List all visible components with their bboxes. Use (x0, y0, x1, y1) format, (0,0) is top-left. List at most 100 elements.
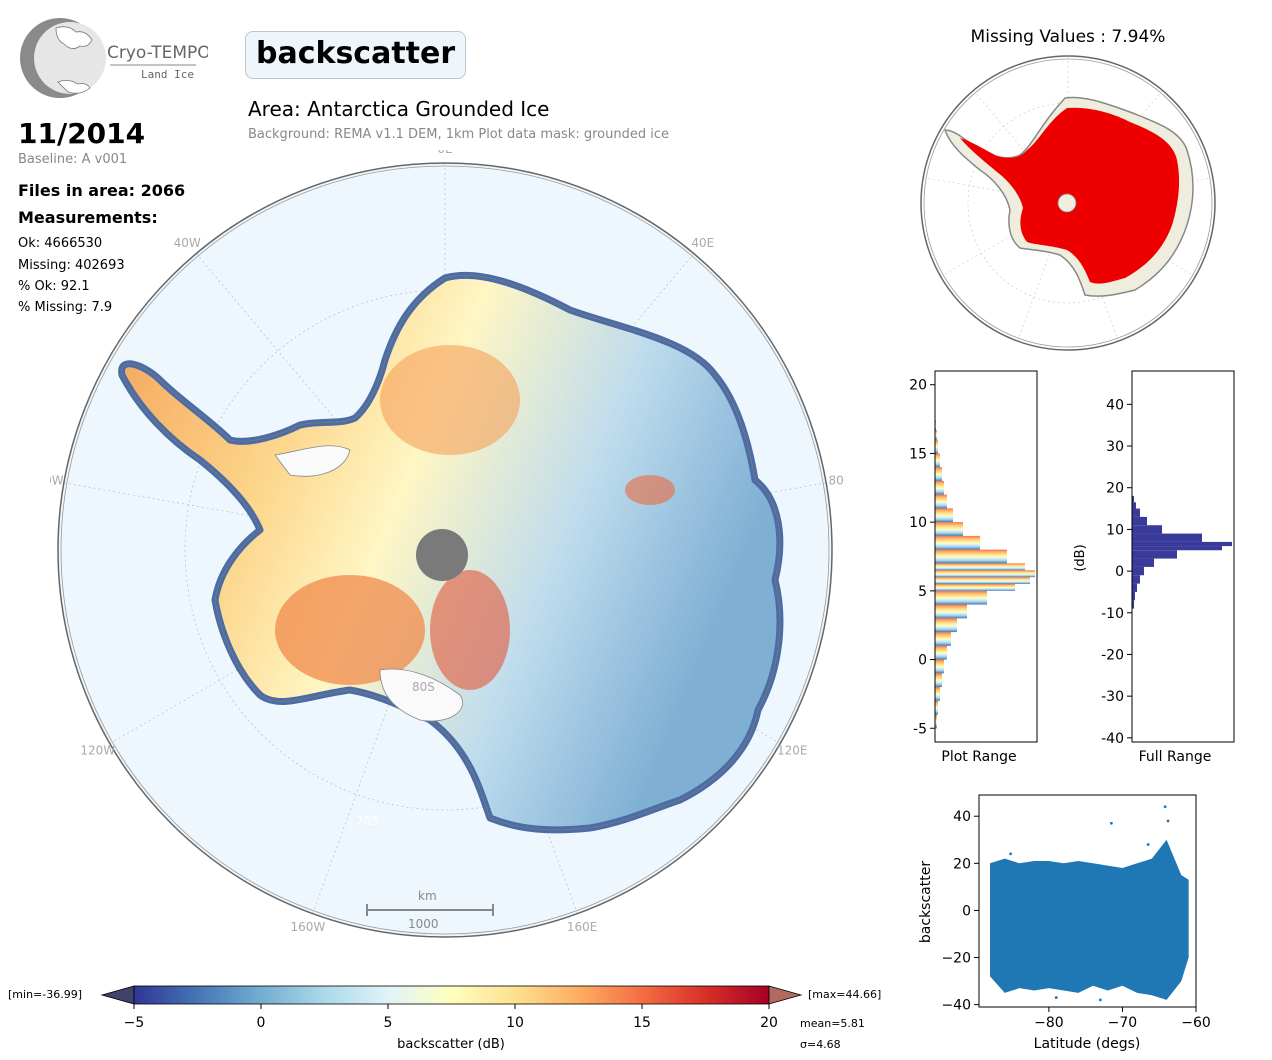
full-range-ylabel: (dB) (1073, 544, 1088, 571)
x-tick-label: −80 (1034, 1015, 1064, 1031)
scatter-point (1163, 805, 1167, 809)
full-range-label: Full Range (1139, 749, 1212, 765)
histogram-bar (935, 645, 947, 660)
lat-label-80s: 80S (412, 680, 435, 694)
y-tick-label: 5 (918, 584, 927, 600)
logo-text: Cryo-TEMPO (107, 43, 208, 63)
meridian-label: 40W (174, 236, 201, 250)
colorbar-min-extend (100, 985, 135, 1005)
histogram-bar (1132, 583, 1137, 592)
cryo-tempo-logo: Cryo-TEMPO Land Ice (20, 18, 208, 98)
colorbar-max-label: [max=44.66] (808, 988, 881, 1001)
histogram-bar (1132, 516, 1147, 526)
y-tick-label: 10 (909, 515, 927, 531)
y-tick-label: 0 (918, 653, 927, 669)
histogram-bar (935, 439, 938, 454)
histogram-bar (935, 659, 944, 674)
x-tick-label: −70 (1108, 1015, 1138, 1031)
pole-hole (416, 529, 468, 581)
histogram-bar (935, 700, 938, 715)
histogram-bar (935, 535, 980, 550)
meridian-label: 40E (691, 236, 714, 250)
histogram-bar (1132, 575, 1140, 584)
scatter-point (1054, 996, 1058, 999)
histogram-bar (935, 687, 940, 701)
y-tick-label: 20 (953, 856, 971, 872)
latitude-scatter-plot: −80 −70 −60 40 20 0 −20 −40 backscatter Latitud… (918, 794, 1211, 1052)
files-count: Files in area: 2066 (18, 181, 186, 200)
main-map: 0E 40E 80E 120E 160E 160W 120W 80W 40W 80S 70S k… (50, 150, 845, 938)
colorbar-label: backscatter (dB) (397, 1037, 505, 1052)
histogram-bar (1132, 525, 1162, 534)
colorbar: −5 0 5 10 15 20 [min=-36.99] [max=44.66] mean… (8, 985, 881, 1052)
lat-label-70s: 70S (356, 814, 379, 828)
colorbar-min-label: [min=-36.99] (8, 988, 82, 1001)
colorbar-sigma-label: σ=4.68 (800, 1038, 841, 1051)
y-tick-label: -40 (1101, 731, 1124, 747)
pct-missing: % Missing: 7.9 (18, 300, 113, 315)
y-tick-label: 40 (953, 809, 971, 825)
histogram-bar (935, 508, 953, 523)
variable-title: backscatter (245, 31, 467, 79)
scatter-point (1110, 821, 1113, 825)
y-tick-label: 20 (1106, 481, 1124, 497)
histogram-bar (935, 480, 944, 495)
scatter-xlabel: Latitude (degs) (1034, 1036, 1141, 1052)
histogram-bar (1132, 600, 1134, 609)
histogram-bar (1132, 508, 1140, 517)
y-tick-label: −40 (941, 998, 971, 1014)
histogram-bar (935, 549, 1007, 564)
y-tick-label: 15 (909, 446, 927, 462)
colorbar-gradient (133, 985, 770, 1005)
colorbar-tick-label: −5 (124, 1015, 145, 1031)
meridian-label: 120W (80, 744, 115, 758)
meridian-label: 120E (777, 744, 808, 758)
y-tick-label: 0 (1115, 564, 1124, 580)
histogram-bar (935, 632, 951, 646)
date-label: 11/2014 (18, 117, 146, 150)
background-note: Background: REMA v1.1 DEM, 1km Plot data… (248, 127, 669, 142)
histogram-bar (935, 714, 937, 729)
histogram-bar (935, 430, 937, 440)
histogram-bar (1132, 533, 1202, 542)
y-tick-label: 40 (1106, 397, 1124, 413)
histogram-bar (1132, 496, 1134, 503)
colorbar-mean-label: mean=5.81 (800, 1017, 865, 1030)
colorbar-tick-label: 5 (384, 1015, 393, 1031)
histogram-bar (1132, 546, 1222, 551)
y-tick-label: 10 (1106, 522, 1124, 538)
missing-values-map (920, 55, 1216, 351)
histogram-bar (935, 563, 1025, 571)
y-tick-label: 0 (962, 903, 971, 919)
histogram-bar (935, 590, 987, 605)
meridian-label: 160W (290, 920, 325, 934)
x-tick-label: −60 (1181, 1015, 1211, 1031)
scatter-point (1166, 819, 1170, 823)
colorbar-tick-label: 10 (506, 1015, 524, 1031)
meridian-label: 80E (828, 473, 845, 487)
scale-bar: km 1000 (366, 889, 494, 931)
histogram-bar (935, 577, 1030, 584)
ok-count: Ok: 4666530 (18, 236, 103, 251)
missing-map-title: Missing Values : 7.94% (970, 27, 1166, 47)
scatter-point (1146, 843, 1150, 846)
histogram-bar (935, 673, 942, 688)
histogram-bar (935, 583, 1015, 591)
histogram-bar (1132, 550, 1177, 559)
scalebar-value: 1000 (408, 917, 439, 931)
baseline-label: Baseline: A v001 (18, 152, 128, 167)
y-tick-label: 20 (909, 378, 927, 394)
scatter-point-cloud (990, 839, 1189, 1000)
y-tick-label: -10 (1101, 606, 1124, 622)
y-tick-label: 30 (1106, 439, 1124, 455)
area-title: Area: Antarctica Grounded Ice (248, 97, 550, 121)
y-tick-label: -30 (1101, 689, 1124, 705)
y-tick-label: -20 (1101, 647, 1124, 663)
histogram-bar (1132, 541, 1232, 547)
meridian-label: 0E (437, 150, 452, 156)
scatter-ylabel: backscatter (918, 861, 934, 943)
colorbar-max-extend (768, 985, 803, 1005)
colorbar-tick-label: 20 (760, 1015, 778, 1031)
plot-range-histogram: 20 15 10 5 0 -5 Plot Range (909, 370, 1038, 765)
histogram-bar (1132, 502, 1136, 509)
